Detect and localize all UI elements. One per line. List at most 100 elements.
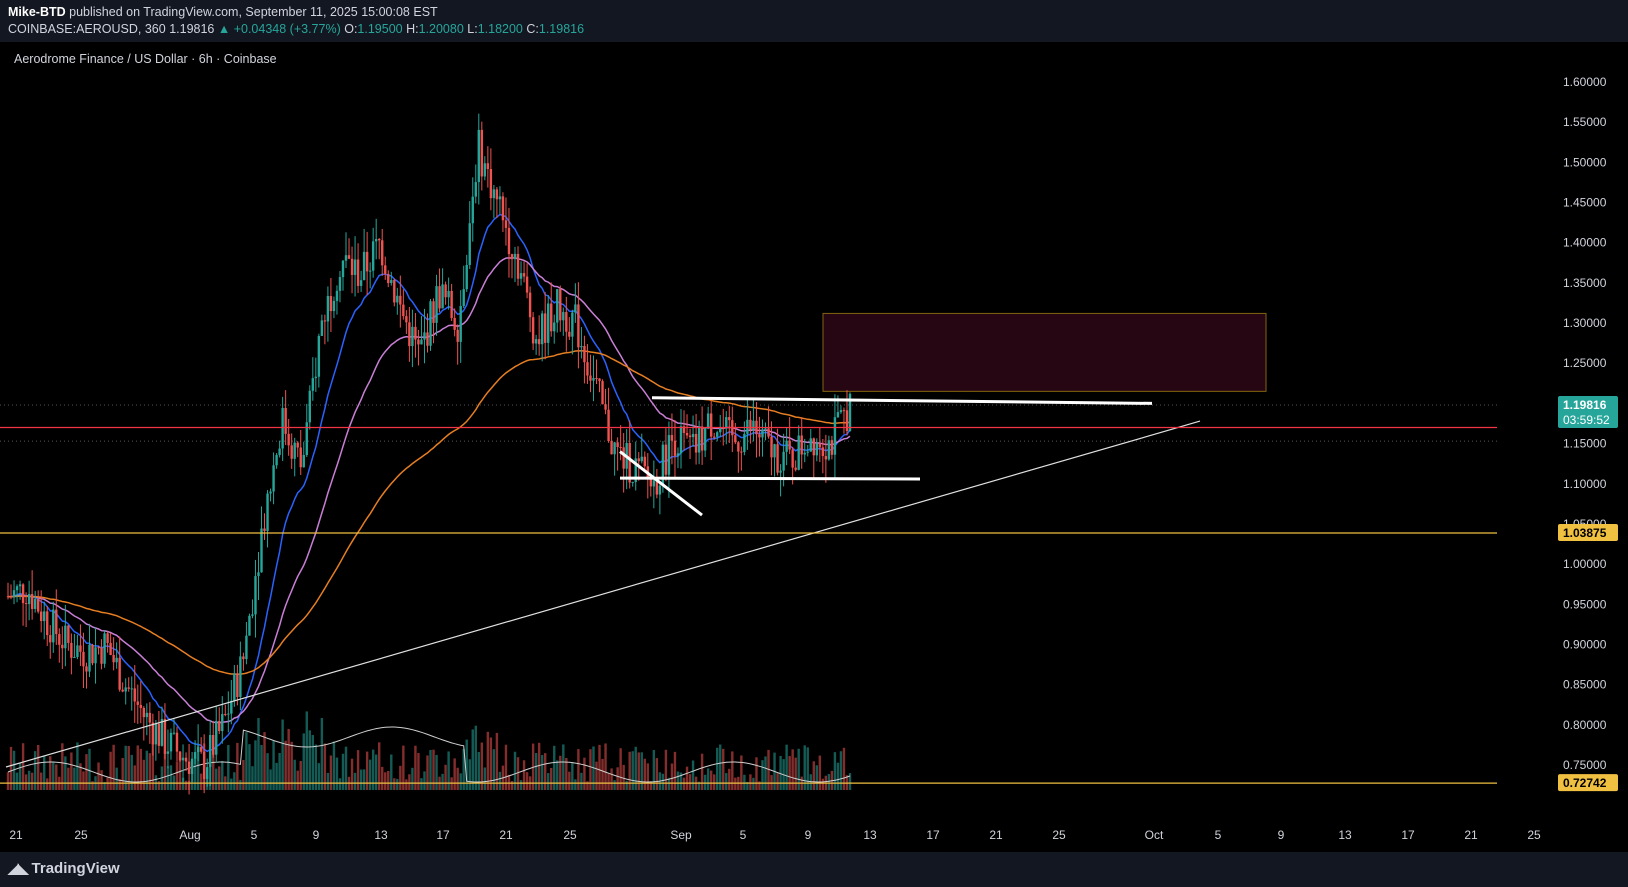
candle-body [571, 312, 574, 337]
candle-body [580, 345, 583, 348]
volume-bar [806, 747, 809, 790]
candle-body [199, 747, 203, 752]
candle-body [405, 316, 408, 323]
volume-bar [215, 768, 218, 790]
candle-body [302, 454, 305, 468]
candle-body [788, 440, 791, 450]
candle-body [121, 689, 124, 692]
volume-bar [196, 744, 200, 790]
supply-zone-box [822, 312, 1267, 392]
candle-body [353, 259, 357, 275]
volume-bar [809, 774, 812, 790]
candle-body [592, 377, 595, 381]
candle-body [522, 273, 526, 277]
candle-body [637, 458, 640, 462]
volume-bar [688, 774, 692, 790]
candle-body [97, 647, 100, 649]
volume-bar [764, 756, 767, 790]
candle-body [622, 447, 625, 469]
volume-bar [356, 750, 360, 790]
volume-bar [169, 765, 173, 790]
volume-bar [97, 762, 100, 790]
candle-body [209, 735, 212, 768]
candle-body [221, 714, 224, 732]
candle-body [785, 440, 788, 452]
x-tick-label: 13 [863, 828, 877, 842]
tradingview-logo[interactable]: ◢◣ TradingView [8, 860, 120, 877]
volume-bar [456, 767, 459, 790]
candle-body [88, 644, 91, 672]
volume-bar [329, 755, 333, 790]
volume-bar [432, 749, 435, 790]
candle-body [613, 442, 616, 455]
volume-bar [27, 770, 31, 790]
volume-bar [574, 779, 577, 790]
candle-body [465, 264, 468, 290]
candle-body [115, 657, 118, 663]
candle-body [154, 723, 158, 745]
candle-body [634, 458, 637, 483]
volume-bar [420, 778, 423, 790]
candle-body [543, 313, 547, 343]
volume-bar [477, 751, 480, 790]
volume-bar [133, 765, 136, 790]
price-chart[interactable]: Aerodrome Finance / US Dollar · 6h · Coi… [0, 42, 1628, 852]
candle-body [347, 255, 351, 259]
volume-bar [106, 777, 109, 790]
volume-bar [767, 749, 770, 790]
candle-body [224, 714, 227, 716]
candle-body [233, 673, 236, 701]
volume-bar [9, 746, 13, 790]
candle-body [559, 289, 562, 321]
chart-area[interactable]: Aerodrome Finance / US Dollar · 6h · Coi… [0, 42, 1628, 852]
candle-body [438, 286, 441, 309]
volume-bar [465, 739, 468, 790]
x-tick-label: 21 [1464, 828, 1478, 842]
candle-body [767, 428, 770, 437]
candle-body [842, 410, 846, 412]
author-name[interactable]: Mike-BTD [8, 5, 66, 19]
candle-body [257, 572, 260, 577]
price-axis[interactable]: 1.60000 1.55000 1.50000 1.45000 1.40000 1.350… [1537, 42, 1628, 852]
volume-bar [127, 746, 130, 790]
volume-bar [251, 766, 254, 790]
candle-body [498, 196, 502, 200]
time-axis[interactable]: 21 25 Aug 5 9 13 17 21 25 Sep 5 9 13 17 21 25 Oct 5 9 13 17 2… [9, 828, 1541, 842]
candle-body [49, 635, 52, 643]
volume-bar [848, 773, 852, 790]
volume-bar [556, 760, 559, 790]
candle-body [658, 485, 662, 495]
volume-bar [803, 745, 806, 790]
candle-body [628, 443, 631, 483]
candle-body [402, 304, 405, 317]
volume-bar [513, 751, 517, 790]
candle-body [495, 189, 499, 200]
volume-bar [474, 725, 477, 790]
volume-bar [15, 772, 19, 790]
candle-body [350, 258, 354, 275]
volume-bar [550, 767, 553, 790]
candle-body [697, 426, 701, 453]
volume-bar [589, 749, 592, 790]
volume-bar [70, 752, 73, 790]
candle-body [758, 434, 761, 438]
x-tick-label: 17 [926, 828, 940, 842]
candle-body [694, 433, 698, 453]
volume-bar [239, 779, 242, 790]
volume-bar [722, 748, 725, 790]
volume-bar [166, 766, 170, 790]
volume-bar [758, 781, 761, 790]
volume-bar [797, 748, 800, 790]
candle-body [501, 196, 505, 221]
candle-body [447, 290, 450, 298]
current-price-text: 1.19816 [1563, 398, 1607, 412]
candle-body [836, 412, 840, 418]
volume-bar [100, 770, 103, 790]
volume-bar [836, 762, 840, 790]
candle-body [311, 378, 315, 391]
volume-bar [145, 750, 149, 790]
volume-bar [429, 750, 432, 790]
volume-bar [387, 770, 390, 790]
candle-body [670, 435, 674, 441]
volume-bar [553, 745, 556, 790]
